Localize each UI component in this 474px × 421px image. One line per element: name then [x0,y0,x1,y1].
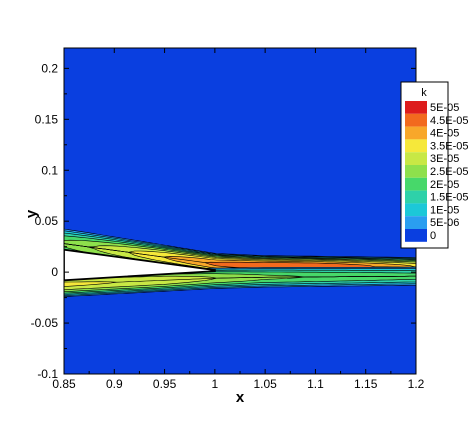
x-tick-label: 0.95 [153,377,177,391]
legend-label: 2E-05 [430,179,459,191]
y-tick-label: 0.2 [41,61,58,75]
y-tick-label: 0 [51,265,58,279]
x-tick-label: 0.85 [52,377,76,391]
legend-swatch [405,101,427,114]
y-tick-label: 0.15 [35,112,59,126]
legend-swatch [405,190,427,204]
y-tick-label: -0.1 [37,367,58,381]
contour-band [64,243,416,271]
legend-swatch [405,216,427,229]
body-trailing-edge [64,248,216,282]
legend-swatch [405,113,427,127]
legend-label: 4.5E-05 [430,115,469,127]
legend-swatch [405,165,427,178]
legend-label: 2.5E-05 [430,166,469,178]
legend-label: 3E-05 [430,153,459,165]
legend-swatch [405,126,427,140]
y-tick-label: 0.05 [35,214,59,228]
legend-swatch [405,177,427,191]
y-tick-label: -0.05 [31,316,59,330]
legend-label: 4E-05 [430,128,459,140]
legend-swatch [405,229,427,242]
legend-label: 5E-06 [430,217,459,229]
legend-swatch [405,152,427,165]
legend-label: 1.5E-05 [430,192,469,204]
x-tick-label: 1.05 [253,377,277,391]
axes: 0.85 0.9 0.95 1 1.05 1.1 1.15 1.2 -0.1 -0.05 0 0.05… [31,48,425,391]
legend-title: k [421,87,427,99]
legend-swatch [405,139,427,153]
y-tick-label: 0.1 [41,163,58,177]
contour-band [64,275,416,287]
x-tick-label: 1.2 [408,377,425,391]
plot-area [64,48,416,374]
x-tick-label: 0.9 [106,377,123,391]
legend-swatch [405,203,427,217]
legend-label: 0 [430,230,436,242]
x-axis-title: x [236,389,245,406]
legend-label: 5E-05 [430,102,459,114]
legend: k 5E-054.5E-054E-053.5E-053E-052.5E-052E… [400,81,469,249]
background-field [64,48,416,374]
x-tick-label: 1.1 [307,377,324,391]
legend-label: 3.5E-05 [430,140,469,152]
x-tick-label: 1 [212,377,219,391]
x-tick-label: 1.15 [354,377,378,391]
y-axis-title: y [23,209,40,218]
legend-label: 1E-05 [430,204,459,216]
